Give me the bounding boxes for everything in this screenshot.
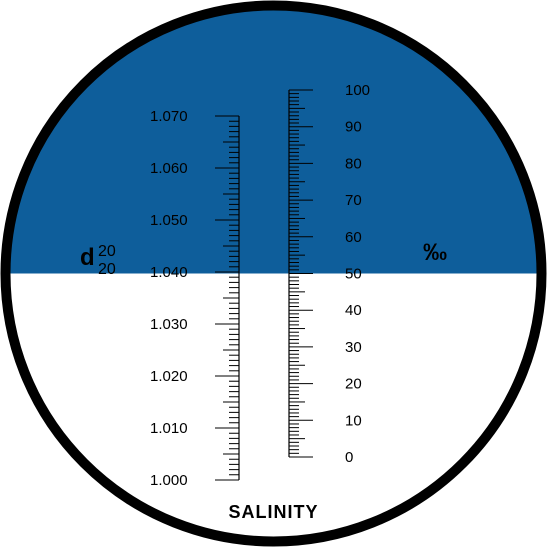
right-scale-label: 0 xyxy=(345,449,353,466)
left-unit-super: 20 xyxy=(98,243,116,260)
right-scale-label: 50 xyxy=(345,266,362,283)
right-scale-label: 20 xyxy=(345,376,362,393)
title: SALINITY xyxy=(228,502,318,522)
refractometer-view: 1.000 1.010 1.020 1.030 1.040 1.050 1.060 1.070… xyxy=(0,0,547,547)
left-scale-label: 1.070 xyxy=(150,108,188,125)
right-scale-label: 10 xyxy=(345,412,362,429)
right-scale-label: 90 xyxy=(345,119,362,136)
right-scale-label: 60 xyxy=(345,229,362,246)
left-scale-label: 1.040 xyxy=(150,264,188,281)
left-scale-label: 1.000 xyxy=(150,472,188,489)
left-scale-label: 1.060 xyxy=(150,160,188,177)
right-scale-label: 70 xyxy=(345,192,362,209)
left-unit-sub: 20 xyxy=(98,261,116,278)
right-scale-label: 40 xyxy=(345,302,362,319)
right-scale-label: 30 xyxy=(345,339,362,356)
right-scale-label: 100 xyxy=(345,82,370,99)
left-scale-label: 1.020 xyxy=(150,368,188,385)
left-scale-label: 1.010 xyxy=(150,420,188,437)
upper-region xyxy=(0,0,547,274)
right-scale-label: 80 xyxy=(345,155,362,172)
right-unit-symbol: ‰ xyxy=(423,239,447,266)
left-scale-label: 1.030 xyxy=(150,316,188,333)
left-scale-label: 1.050 xyxy=(150,212,188,229)
left-unit-symbol: d xyxy=(80,244,95,271)
